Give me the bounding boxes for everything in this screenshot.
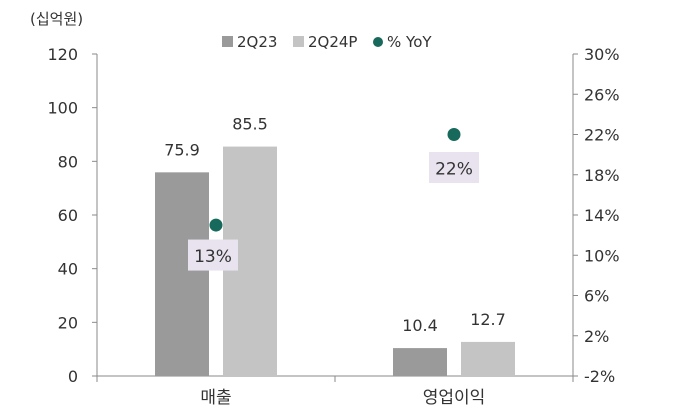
bar-2q24p-1: [461, 341, 515, 376]
left-tick-label: 100: [47, 99, 78, 118]
right-tick-label: 26%: [584, 85, 620, 104]
bar-2q23-1: [393, 348, 447, 376]
right-tick-label: -2%: [584, 367, 615, 386]
right-tick-label: 18%: [584, 166, 620, 185]
right-tick-label: 6%: [584, 287, 609, 306]
category-label: 매출: [200, 388, 231, 408]
legend-label: 2Q24P: [308, 33, 357, 51]
legend: 2Q23 2Q24P % YoY: [222, 33, 432, 51]
yoy-label-background: [188, 239, 238, 271]
left-tick-label: 120: [47, 45, 78, 64]
unit-label: (십억원): [30, 10, 83, 28]
left-tick-label: 40: [58, 260, 78, 279]
yoy-label: 22%: [435, 160, 473, 180]
bars: 75.9 10.4 85.5 12.7: [155, 115, 515, 376]
bar-value-label: 10.4: [402, 316, 438, 335]
right-tick-label: 10%: [584, 246, 620, 265]
bar-value-label: 85.5: [232, 115, 268, 134]
legend-swatch-2q24p: [293, 36, 304, 47]
legend-label: 2Q23: [237, 33, 277, 51]
yoy-marker-0: [209, 218, 223, 232]
legend-swatch-2q23: [222, 36, 233, 47]
yoy-markers: 13% 22%: [188, 128, 479, 271]
left-tick-label: 60: [58, 206, 78, 225]
yoy-marker-1: [447, 128, 461, 141]
bar-value-label: 12.7: [470, 310, 506, 329]
left-tick-label: 80: [58, 152, 78, 171]
axes: 0 20 40 60 80 100 120 -2% 2% 6% 10% 14% 18% 22% 26% 30%…: [47, 45, 619, 408]
left-tick-label: 0: [68, 367, 78, 386]
right-tick-label: 14%: [584, 206, 620, 225]
category-label: 영업이익: [423, 388, 486, 408]
right-tick-label: 30%: [584, 45, 620, 64]
bar-value-label: 75.9: [164, 140, 200, 159]
legend-marker-yoy: [373, 37, 383, 47]
left-tick-label: 20: [58, 313, 78, 332]
bar-2q23-0: [155, 172, 209, 376]
yoy-label-background: [429, 152, 479, 183]
right-tick-label: 2%: [584, 327, 609, 346]
yoy-label: 13%: [194, 247, 232, 267]
right-tick-label: 22%: [584, 126, 620, 145]
legend-label: % YoY: [387, 33, 432, 51]
